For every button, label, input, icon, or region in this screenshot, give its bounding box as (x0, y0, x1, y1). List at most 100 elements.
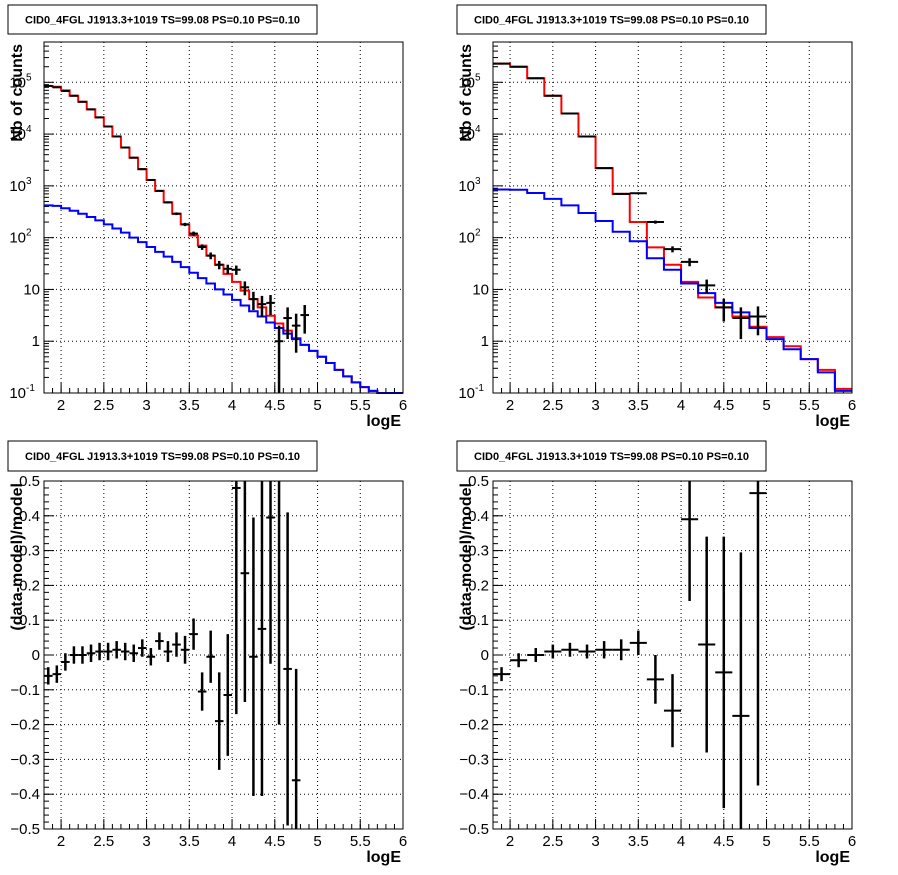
data-point (206, 252, 215, 260)
plot-frame (492, 480, 853, 830)
data-point (240, 481, 250, 702)
x-tick-label: 2.5 (542, 397, 563, 414)
plot-area (44, 481, 403, 829)
data-point (223, 634, 233, 756)
data-point (172, 212, 181, 216)
chart-title: CID0_4FGL J1913.3+1019 TS=99.08 PS=0.10 … (25, 15, 300, 27)
data-point (197, 672, 207, 711)
data-point (510, 653, 528, 668)
x-tick-label: 2.5 (93, 397, 114, 414)
panel-bottom-right: 2 2.5 3 3.5 4 4.5 5 5.5 6 −0.5 −0.4 −0.3 −0.2 −0.1 0 0.… (456, 440, 856, 866)
data-point (172, 632, 181, 657)
plot-area (493, 481, 852, 829)
x-tick-label: 6 (848, 833, 856, 850)
x-tick-label: 2 (57, 833, 65, 850)
x-tick-label: 2 (506, 833, 514, 850)
chart-title: CID0_4FGL J1913.3+1019 TS=99.08 PS=0.10 … (474, 15, 749, 27)
y-axis-label: (data-model)/model (9, 483, 26, 631)
data-point (544, 644, 562, 659)
y-tick-label: −0.2 (459, 717, 489, 734)
y-tick-label: −0.4 (10, 786, 40, 803)
data-point (180, 222, 190, 227)
title-box (456, 4, 767, 35)
data-point (698, 536, 716, 753)
x-tick-label: 2 (57, 397, 65, 414)
data-point (283, 512, 292, 826)
y-tick-label: 10 (458, 385, 475, 402)
plot-frame (43, 480, 404, 830)
data-point (612, 192, 630, 195)
x-tick-label: 5 (313, 397, 321, 414)
y-tick-label: −0.3 (459, 751, 489, 768)
y-tick-label: 0.4 (468, 508, 489, 525)
data-point (595, 167, 613, 170)
data-point (112, 641, 121, 659)
y-tick-label: 0 (481, 647, 489, 664)
data-point (629, 192, 647, 195)
data-point (732, 307, 750, 340)
data-point (732, 552, 750, 829)
data-point (163, 641, 173, 662)
data-point (155, 632, 164, 650)
data-point (646, 655, 664, 704)
x-tick-label: 4.5 (713, 397, 734, 414)
y-axis-label: Nb of counts (9, 44, 26, 142)
histogram-line-blue (493, 188, 852, 392)
y-tick-label: 0.1 (468, 612, 489, 629)
data-point (698, 279, 716, 294)
data-point (214, 260, 224, 270)
data-point (129, 156, 139, 159)
data-point (715, 298, 733, 322)
data-point (138, 639, 147, 657)
y-tick-label: 10 (9, 178, 26, 195)
data-point (44, 667, 53, 685)
title-box (456, 440, 767, 472)
y-tick-exponent: 4 (26, 124, 32, 135)
data-point (86, 644, 96, 662)
data-point (681, 258, 699, 267)
panel-bottom-left: 2 2.5 3 3.5 4 4.5 5 5.5 6 −0.5 −0.4 −0.3 −0.2 −0.1 0 0.… (7, 440, 407, 866)
y-tick-label: 10 (9, 126, 26, 143)
plot-area (44, 42, 403, 393)
y-tick-label: −0.1 (459, 682, 489, 699)
data-point (561, 642, 579, 657)
x-tick-label: 5 (762, 397, 770, 414)
y-tick-label: 10 (472, 281, 489, 298)
data-point (232, 481, 241, 715)
data-point (266, 295, 275, 316)
chart-title: CID0_4FGL J1913.3+1019 TS=99.08 PS=0.10 … (25, 451, 300, 463)
data-point (189, 231, 198, 236)
data-point (749, 306, 767, 336)
data-point (223, 264, 233, 274)
x-tick-label: 5.5 (799, 397, 820, 414)
data-point (663, 674, 682, 748)
data-point (163, 201, 173, 204)
y-tick-label: 0.5 (468, 473, 489, 490)
data-point (197, 244, 207, 250)
data-point (527, 648, 545, 662)
data-point (120, 146, 130, 149)
y-tick-label: 10 (458, 178, 475, 195)
data-point (646, 220, 664, 224)
x-tick-label: 3 (591, 833, 599, 850)
y-tick-label: 10 (9, 385, 26, 402)
x-tick-label: 4 (677, 833, 685, 850)
data-point (681, 481, 699, 602)
data-point (206, 630, 215, 683)
data-point (612, 639, 630, 661)
data-point (300, 305, 309, 334)
y-tick-label: 10 (9, 74, 26, 91)
x-tick-label: 3 (142, 833, 150, 850)
y-tick-exponent: -1 (475, 383, 484, 394)
data-point (189, 618, 198, 650)
x-tick-label: 3.5 (628, 397, 649, 414)
data-point (95, 642, 104, 661)
histogram-line-blue (44, 204, 403, 394)
data-point (103, 642, 113, 661)
data-point (61, 653, 70, 671)
data-point (629, 630, 647, 655)
data-point (138, 168, 147, 171)
x-tick-label: 5 (762, 833, 770, 850)
